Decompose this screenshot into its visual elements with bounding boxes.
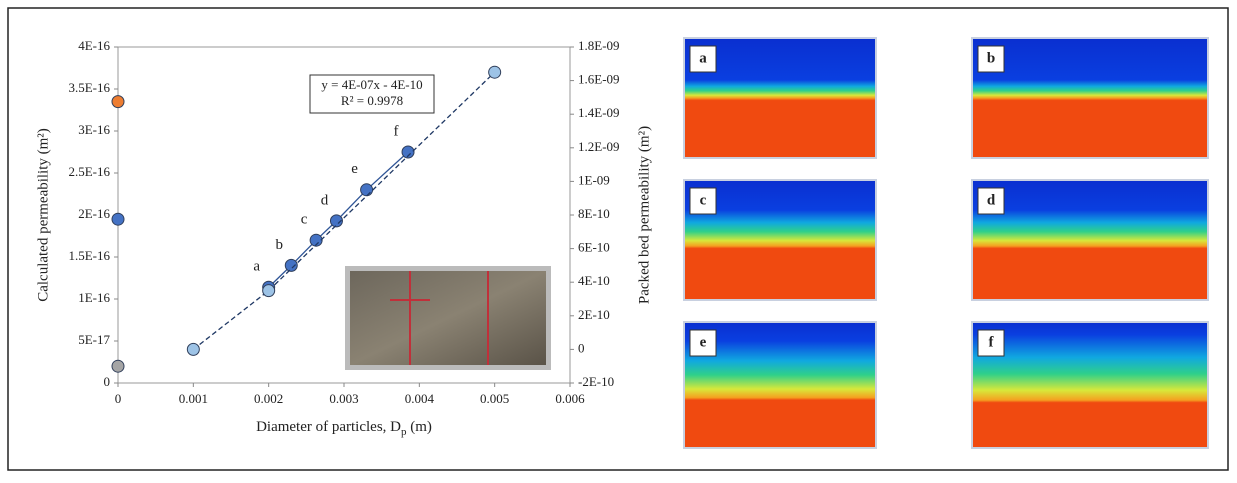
y-tick-label: 3E-16 xyxy=(78,122,110,137)
y-axis-title: Calculated permeability (m²) xyxy=(35,128,51,302)
point-label: f xyxy=(394,123,399,139)
panel-label: c xyxy=(700,192,707,208)
point xyxy=(489,66,501,78)
point-label: c xyxy=(301,212,308,228)
y2-tick-label: 2E-10 xyxy=(578,307,610,322)
x-tick-label: 0.006 xyxy=(555,391,585,406)
y2-tick-label: 6E-10 xyxy=(578,240,610,255)
point xyxy=(112,213,124,225)
y-tick-label: 2E-16 xyxy=(78,206,110,221)
y2-tick-label: 0 xyxy=(578,340,585,355)
point-label: d xyxy=(321,192,329,208)
x-tick-label: 0.003 xyxy=(329,391,358,406)
inset-photo xyxy=(350,271,546,365)
y2-tick-label: 1.4E-09 xyxy=(578,105,620,120)
y-tick-label: 3.5E-16 xyxy=(68,80,110,95)
y-tick-label: 4E-16 xyxy=(78,38,110,53)
y-tick-label: 2.5E-16 xyxy=(68,164,110,179)
y2-tick-label: 1.2E-09 xyxy=(578,139,620,154)
panel-label: b xyxy=(987,50,995,66)
point xyxy=(361,184,373,196)
y2-tick-label: 1.8E-09 xyxy=(578,38,620,53)
x-tick-label: 0 xyxy=(115,391,122,406)
x-tick-label: 0.004 xyxy=(405,391,435,406)
panel-label: d xyxy=(987,192,996,208)
point-label: b xyxy=(276,237,284,253)
y2-axis-title: Packed bed permeability (m²) xyxy=(636,126,652,304)
y2-tick-label: -2E-10 xyxy=(578,374,614,389)
point xyxy=(112,360,124,372)
point-label: a xyxy=(253,259,260,275)
figure: 0 5E-17 1E-16 1.5E-16 2E-16 2.5E-16 3E-16 3.5E-… xyxy=(0,0,1237,478)
y2-tick-label: 1.6E-09 xyxy=(578,72,620,87)
point xyxy=(187,343,199,355)
y2-tick-label: 8E-10 xyxy=(578,206,610,221)
x-axis-title: Diameter of particles, Dp (m) xyxy=(256,419,432,437)
x-tick-label: 0.002 xyxy=(254,391,283,406)
y2-tick-label: 4E-10 xyxy=(578,273,610,288)
y-tick-label: 1E-16 xyxy=(78,290,110,305)
annotation: y = 4E-07x - 4E-10 xyxy=(321,77,422,92)
x-title-unit: (m) xyxy=(407,419,432,435)
point xyxy=(263,285,275,297)
x-title-main: Diameter of particles, D xyxy=(256,419,401,435)
y-tick-label: 0 xyxy=(104,374,111,389)
x-tick-label: 0.001 xyxy=(179,391,208,406)
x-tick-label: 0.005 xyxy=(480,391,509,406)
y2-tick-label: 1E-09 xyxy=(578,172,610,187)
simulation-panel xyxy=(972,180,1208,300)
panel-label: a xyxy=(699,50,707,66)
y-tick-label: 5E-17 xyxy=(78,332,110,347)
point xyxy=(112,96,124,108)
point-label: e xyxy=(351,161,358,177)
annotation: R² = 0.9978 xyxy=(341,93,403,108)
simulation-panel xyxy=(972,38,1208,158)
simulation-panel xyxy=(972,322,1208,448)
y-tick-label: 1.5E-16 xyxy=(68,248,110,263)
panel-label: e xyxy=(700,334,707,350)
